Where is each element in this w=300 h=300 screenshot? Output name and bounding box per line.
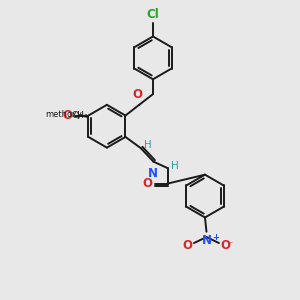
Text: Cl: Cl	[147, 8, 159, 21]
Text: O: O	[63, 109, 73, 122]
Text: +: +	[212, 233, 219, 242]
Text: O: O	[142, 177, 152, 190]
Text: N: N	[202, 234, 212, 247]
Text: N: N	[148, 167, 158, 180]
Text: CH₃: CH₃	[71, 111, 88, 120]
Text: H: H	[145, 140, 152, 150]
Text: O: O	[221, 239, 231, 252]
Text: H: H	[171, 161, 179, 171]
Text: ⁻: ⁻	[227, 240, 232, 250]
Text: O: O	[182, 239, 192, 252]
Text: methoxy: methoxy	[45, 110, 82, 118]
Text: O: O	[133, 88, 143, 101]
